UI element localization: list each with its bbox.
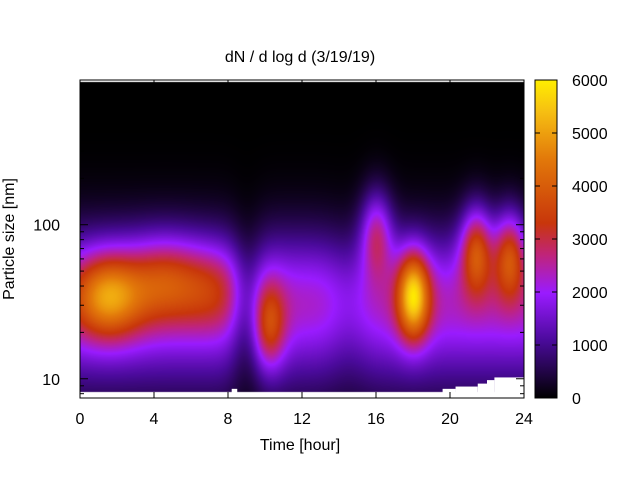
colorbar-tick-label: 0 <box>572 391 581 408</box>
missing-data-block <box>231 388 238 398</box>
heatmap-image <box>80 80 524 398</box>
x-tick-label: 24 <box>515 411 533 428</box>
colorbar-tick-label: 3000 <box>572 232 608 249</box>
colorbar: 0 1000 2000 3000 4000 5000 6000 <box>534 73 608 408</box>
missing-data-mask <box>231 377 524 398</box>
colorbar-tick-label: 1000 <box>572 338 608 355</box>
x-axis-ticks: 0 4 8 12 16 20 24 <box>76 80 533 428</box>
x-tick-label: 4 <box>150 411 159 428</box>
missing-data-block <box>455 386 478 398</box>
plot-area: 0 4 8 12 16 20 24 10 100 <box>33 79 533 428</box>
x-axis-label: Time [hour] <box>260 437 340 454</box>
chart-title: dN / d log d (3/19/19) <box>225 49 375 66</box>
x-tick-label: 20 <box>441 411 459 428</box>
missing-data-block <box>442 388 456 398</box>
missing-data-block <box>487 380 495 398</box>
missing-data-block <box>477 383 487 398</box>
colorbar-ticks: 0 1000 2000 3000 4000 5000 6000 <box>535 73 608 408</box>
y-tick-label: 100 <box>33 218 60 235</box>
y-axis-ticks: 10 100 <box>33 85 524 395</box>
colorbar-tick-label: 4000 <box>572 179 608 196</box>
x-tick-label: 12 <box>293 411 311 428</box>
y-axis-label: Particle size [nm] <box>1 178 18 300</box>
missing-data-block <box>494 377 524 398</box>
y-tick-label: 10 <box>42 372 60 389</box>
colorbar-tick-label: 6000 <box>572 73 608 90</box>
x-tick-label: 16 <box>367 411 385 428</box>
colorbar-tick-label: 5000 <box>572 126 608 143</box>
x-tick-label: 8 <box>224 411 233 428</box>
colorbar-tick-label: 2000 <box>572 285 608 302</box>
x-tick-label: 0 <box>76 411 85 428</box>
